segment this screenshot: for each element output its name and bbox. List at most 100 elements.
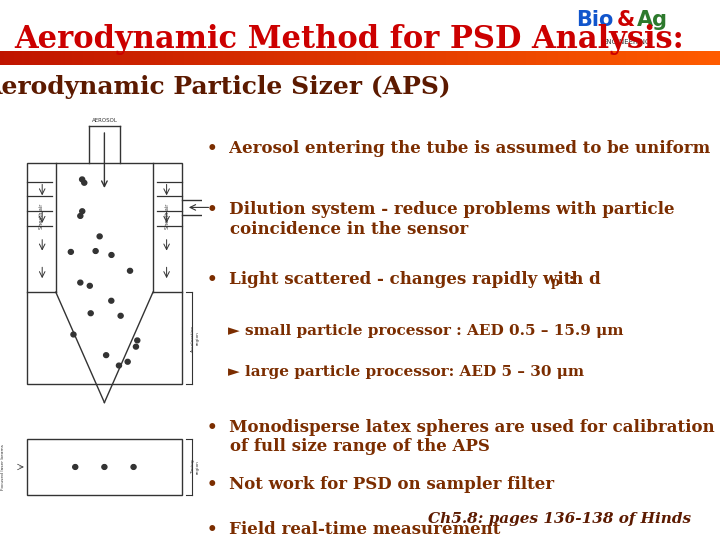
- Bar: [702, 51, 706, 65]
- Bar: [4, 51, 7, 65]
- Bar: [688, 51, 691, 65]
- Bar: [27, 440, 182, 495]
- Circle shape: [135, 338, 140, 343]
- Bar: [108, 51, 112, 65]
- Circle shape: [102, 464, 107, 469]
- Bar: [234, 51, 238, 65]
- Bar: [680, 51, 684, 65]
- Bar: [526, 51, 529, 65]
- Bar: [295, 51, 299, 65]
- Text: Bio: Bio: [576, 10, 613, 30]
- Bar: [180, 51, 184, 65]
- Bar: [378, 51, 382, 65]
- Text: •  Not work for PSD on sampler filter: • Not work for PSD on sampler filter: [207, 476, 554, 493]
- Bar: [86, 51, 90, 65]
- Bar: [666, 51, 670, 65]
- Bar: [619, 51, 623, 65]
- Bar: [227, 51, 230, 65]
- Bar: [313, 51, 317, 65]
- Bar: [540, 51, 544, 65]
- Bar: [493, 51, 497, 65]
- Text: •  Aerosol entering the tube is assumed to be uniform: • Aerosol entering the tube is assumed t…: [207, 139, 710, 157]
- Bar: [40, 51, 43, 65]
- Bar: [155, 51, 158, 65]
- Bar: [169, 51, 173, 65]
- Bar: [652, 51, 655, 65]
- Bar: [389, 51, 392, 65]
- Text: Ag: Ag: [636, 10, 667, 30]
- Bar: [515, 51, 518, 65]
- Bar: [439, 51, 443, 65]
- Bar: [508, 51, 511, 65]
- Text: ► large particle processor: AED 5 – 30 μm: ► large particle processor: AED 5 – 30 μ…: [207, 365, 584, 379]
- Bar: [648, 51, 652, 65]
- Bar: [464, 51, 468, 65]
- Bar: [673, 51, 677, 65]
- Bar: [216, 51, 220, 65]
- Bar: [205, 51, 209, 65]
- Bar: [158, 51, 162, 65]
- Bar: [594, 51, 598, 65]
- Bar: [281, 51, 284, 65]
- Bar: [374, 51, 378, 65]
- Bar: [364, 51, 367, 65]
- Bar: [191, 51, 194, 65]
- Bar: [277, 51, 281, 65]
- Bar: [0, 51, 4, 65]
- Circle shape: [93, 248, 98, 253]
- Circle shape: [80, 209, 85, 214]
- Text: Aerodynamic Particle Sizer (APS): Aerodynamic Particle Sizer (APS): [0, 76, 450, 99]
- Bar: [677, 51, 680, 65]
- Bar: [626, 51, 630, 65]
- Bar: [608, 51, 612, 65]
- Bar: [634, 51, 637, 65]
- Bar: [637, 51, 641, 65]
- Bar: [382, 51, 385, 65]
- Bar: [29, 51, 32, 65]
- Bar: [43, 51, 47, 65]
- Bar: [695, 51, 698, 65]
- Circle shape: [82, 180, 87, 185]
- Bar: [76, 51, 79, 65]
- Bar: [670, 51, 673, 65]
- Circle shape: [133, 345, 138, 349]
- Bar: [400, 51, 403, 65]
- Bar: [14, 51, 18, 65]
- Bar: [230, 51, 234, 65]
- Circle shape: [68, 249, 73, 254]
- Bar: [25, 51, 29, 65]
- Bar: [396, 51, 400, 65]
- Bar: [94, 51, 97, 65]
- Bar: [623, 51, 626, 65]
- Bar: [104, 51, 108, 65]
- Bar: [18, 51, 22, 65]
- Bar: [137, 51, 140, 65]
- Bar: [324, 51, 328, 65]
- Bar: [605, 51, 608, 65]
- Bar: [616, 51, 619, 65]
- Bar: [328, 51, 331, 65]
- Bar: [457, 51, 461, 65]
- Bar: [166, 51, 169, 65]
- Bar: [306, 51, 310, 65]
- Bar: [112, 51, 115, 65]
- Bar: [641, 51, 644, 65]
- Bar: [187, 51, 191, 65]
- Bar: [101, 51, 104, 65]
- Bar: [500, 51, 504, 65]
- Bar: [630, 51, 634, 65]
- Bar: [248, 51, 252, 65]
- Bar: [482, 51, 486, 65]
- Text: Sheath air: Sheath air: [39, 203, 44, 228]
- Bar: [97, 51, 101, 65]
- Circle shape: [127, 268, 132, 273]
- Bar: [11, 51, 14, 65]
- Bar: [360, 51, 364, 65]
- Bar: [32, 51, 36, 65]
- Circle shape: [109, 253, 114, 258]
- Bar: [655, 51, 659, 65]
- Bar: [119, 51, 122, 65]
- Bar: [497, 51, 500, 65]
- Bar: [392, 51, 396, 65]
- Bar: [475, 51, 479, 65]
